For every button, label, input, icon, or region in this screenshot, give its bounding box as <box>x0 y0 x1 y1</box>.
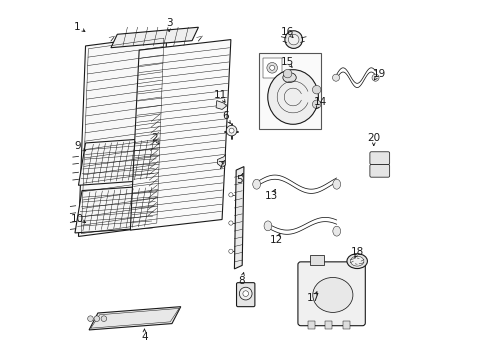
Text: 15: 15 <box>281 57 294 67</box>
Circle shape <box>270 65 274 70</box>
Text: 16: 16 <box>281 27 294 37</box>
Circle shape <box>88 316 93 321</box>
Bar <box>308 321 315 329</box>
Polygon shape <box>147 107 161 223</box>
Text: 5: 5 <box>236 175 243 185</box>
Circle shape <box>283 69 292 78</box>
Ellipse shape <box>268 70 318 124</box>
Text: 12: 12 <box>270 235 283 245</box>
Text: 19: 19 <box>372 69 386 79</box>
Polygon shape <box>216 100 227 109</box>
Text: 20: 20 <box>367 133 380 143</box>
Polygon shape <box>75 185 160 233</box>
Text: 8: 8 <box>238 275 245 285</box>
Ellipse shape <box>333 179 341 189</box>
Circle shape <box>313 85 321 94</box>
Ellipse shape <box>347 254 368 269</box>
Circle shape <box>229 221 233 225</box>
Text: 1: 1 <box>74 22 81 32</box>
Circle shape <box>243 291 248 296</box>
Text: 14: 14 <box>314 98 327 107</box>
Polygon shape <box>130 40 231 230</box>
Bar <box>259 53 321 129</box>
Text: 2: 2 <box>152 133 158 143</box>
FancyBboxPatch shape <box>370 152 390 165</box>
Text: 4: 4 <box>141 332 148 342</box>
Circle shape <box>226 125 237 136</box>
Bar <box>310 255 324 265</box>
Circle shape <box>333 74 340 81</box>
Polygon shape <box>89 307 181 330</box>
Circle shape <box>239 287 252 300</box>
Text: 17: 17 <box>307 293 320 303</box>
Ellipse shape <box>333 226 341 236</box>
Circle shape <box>94 316 99 321</box>
Text: 10: 10 <box>71 214 84 224</box>
Polygon shape <box>78 35 167 237</box>
Circle shape <box>229 193 233 197</box>
Circle shape <box>372 74 379 81</box>
Polygon shape <box>111 27 198 48</box>
Circle shape <box>101 316 107 321</box>
FancyBboxPatch shape <box>237 283 255 307</box>
Text: 7: 7 <box>217 161 223 171</box>
Bar <box>325 321 333 329</box>
Polygon shape <box>234 167 244 269</box>
FancyBboxPatch shape <box>370 165 390 177</box>
Circle shape <box>313 100 321 108</box>
Circle shape <box>289 34 299 45</box>
Text: 9: 9 <box>74 141 81 152</box>
Ellipse shape <box>350 256 364 266</box>
Text: 3: 3 <box>166 18 172 28</box>
Circle shape <box>267 63 277 73</box>
Text: 18: 18 <box>351 247 365 257</box>
Bar <box>263 58 282 78</box>
Text: 13: 13 <box>265 191 278 201</box>
Circle shape <box>229 128 234 133</box>
Bar <box>343 321 350 329</box>
Ellipse shape <box>313 278 353 312</box>
Circle shape <box>229 249 233 253</box>
Circle shape <box>285 31 302 48</box>
Text: 6: 6 <box>222 112 229 121</box>
Ellipse shape <box>283 73 296 82</box>
Polygon shape <box>78 138 161 185</box>
FancyBboxPatch shape <box>298 262 366 326</box>
Ellipse shape <box>253 179 261 189</box>
Ellipse shape <box>264 221 272 231</box>
Text: 11: 11 <box>214 90 227 100</box>
Polygon shape <box>218 154 225 167</box>
